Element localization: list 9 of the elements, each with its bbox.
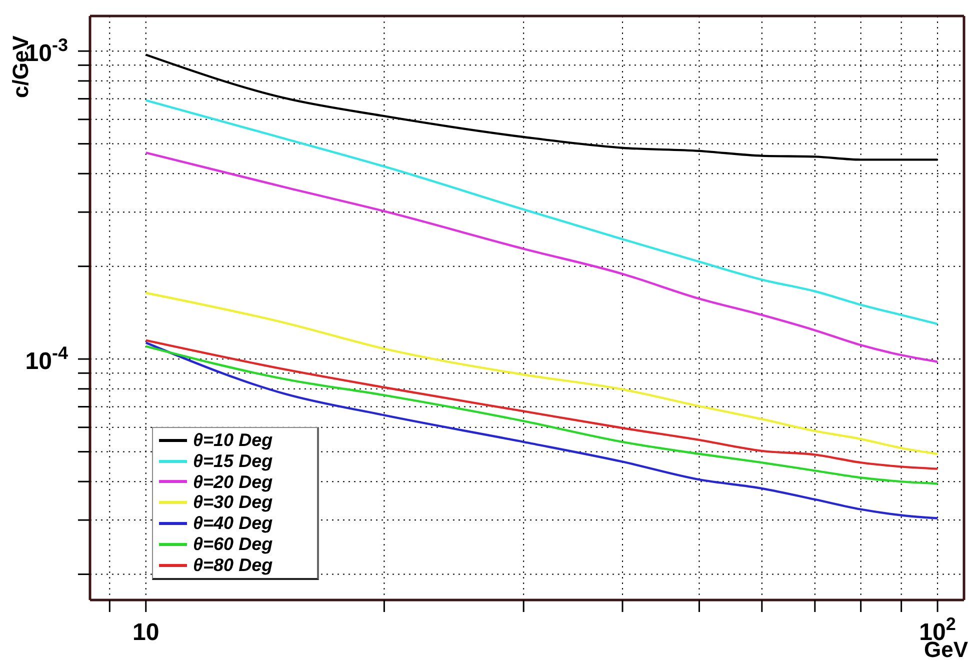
legend-label: θ=15 Deg: [193, 450, 273, 472]
y-tick-label: 10$^{-4}$: [25, 343, 68, 376]
legend-label: θ=80 Deg: [193, 554, 273, 576]
legend-label: θ=10 Deg: [193, 430, 273, 451]
x-tick-label: 10: [132, 619, 160, 646]
legend-label: θ=30 Deg: [193, 492, 273, 514]
legend-label: θ=60 Deg: [193, 534, 273, 555]
legend-label: θ=20 Deg: [193, 472, 273, 492]
legend-label: θ=40 Deg: [193, 513, 273, 534]
